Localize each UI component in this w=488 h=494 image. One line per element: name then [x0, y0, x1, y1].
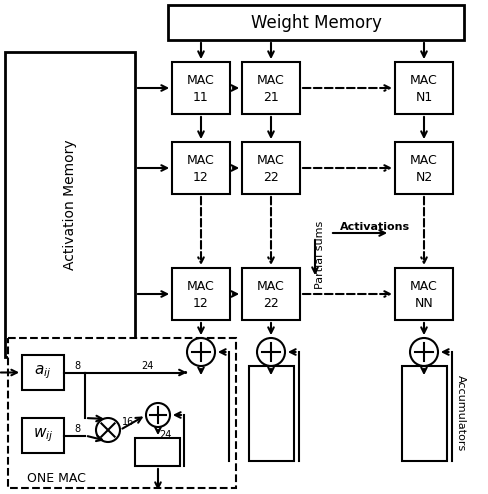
Text: N1: N1: [415, 91, 433, 104]
Text: MAC: MAC: [187, 154, 215, 166]
FancyBboxPatch shape: [242, 142, 300, 194]
FancyBboxPatch shape: [22, 355, 64, 390]
Text: MAC: MAC: [410, 74, 438, 87]
Text: 16: 16: [122, 417, 134, 427]
Text: Weight Memory: Weight Memory: [250, 13, 382, 32]
Text: Accumulators: Accumulators: [455, 375, 466, 452]
Text: 8: 8: [74, 423, 80, 434]
Text: NN: NN: [415, 297, 433, 310]
Text: MAC: MAC: [257, 154, 285, 166]
Text: 8: 8: [74, 361, 80, 370]
Text: $w_{ij}$: $w_{ij}$: [33, 427, 53, 444]
Text: Activations: Activations: [340, 222, 410, 232]
Text: 22: 22: [263, 171, 279, 184]
Text: MAC: MAC: [257, 74, 285, 87]
Text: 12: 12: [193, 171, 209, 184]
Text: MAC: MAC: [187, 74, 215, 87]
Text: MAC: MAC: [410, 280, 438, 293]
Text: MAC: MAC: [257, 280, 285, 293]
FancyBboxPatch shape: [242, 62, 300, 114]
FancyBboxPatch shape: [248, 366, 293, 461]
FancyBboxPatch shape: [172, 268, 230, 320]
FancyBboxPatch shape: [395, 142, 453, 194]
Text: Activation Memory: Activation Memory: [63, 139, 77, 270]
Text: ONE MAC: ONE MAC: [26, 471, 85, 485]
FancyBboxPatch shape: [172, 62, 230, 114]
Text: 22: 22: [263, 297, 279, 310]
FancyBboxPatch shape: [172, 142, 230, 194]
Text: 24: 24: [141, 361, 153, 370]
FancyBboxPatch shape: [5, 52, 135, 357]
FancyBboxPatch shape: [168, 5, 464, 40]
Text: MAC: MAC: [187, 280, 215, 293]
FancyBboxPatch shape: [395, 62, 453, 114]
Text: Partial sums: Partial sums: [315, 221, 325, 289]
Text: 11: 11: [193, 91, 209, 104]
Text: 12: 12: [193, 297, 209, 310]
FancyBboxPatch shape: [402, 366, 447, 461]
FancyBboxPatch shape: [395, 268, 453, 320]
FancyBboxPatch shape: [135, 438, 180, 466]
Text: $a_{ij}$: $a_{ij}$: [34, 364, 52, 381]
Text: N2: N2: [415, 171, 433, 184]
FancyBboxPatch shape: [8, 338, 236, 488]
FancyBboxPatch shape: [179, 366, 224, 461]
Text: MAC: MAC: [410, 154, 438, 166]
Text: 21: 21: [263, 91, 279, 104]
FancyBboxPatch shape: [22, 418, 64, 453]
Text: 24: 24: [159, 430, 171, 440]
FancyBboxPatch shape: [242, 268, 300, 320]
